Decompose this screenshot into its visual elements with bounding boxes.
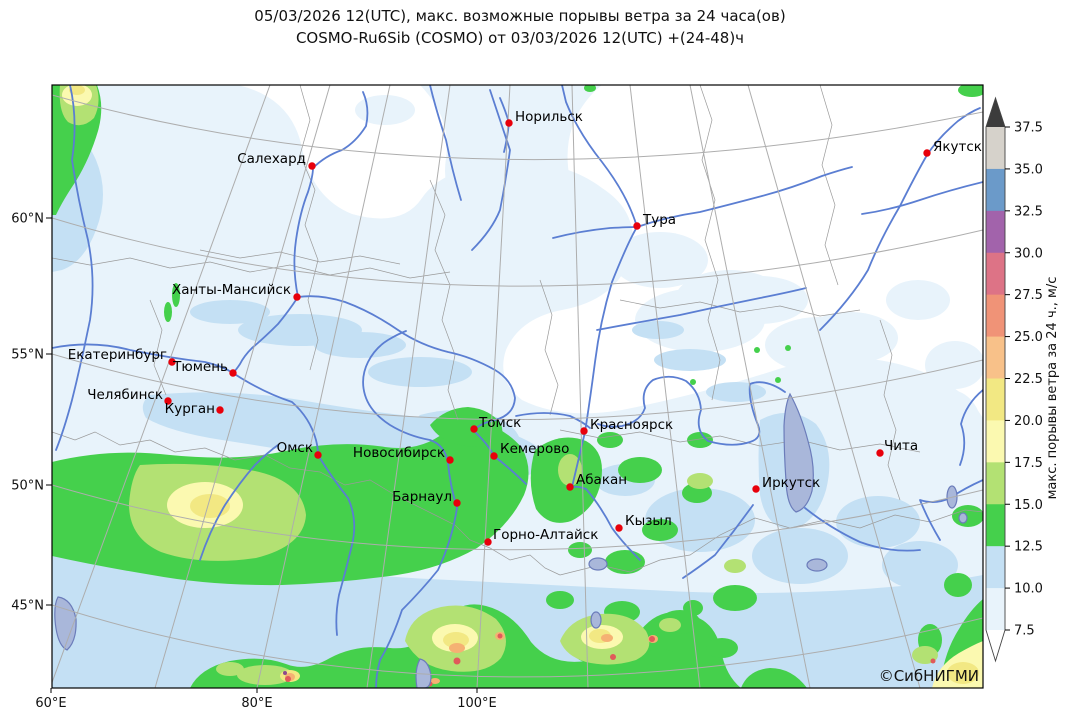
- colorbar-segment: [986, 378, 1005, 421]
- colorbar-segment: [986, 420, 1005, 463]
- colorbar-tick-label: 12.5: [1014, 540, 1043, 555]
- city-markers: Норильск Салехард Якутск Тура Ханты-Мансийск…: [68, 109, 982, 546]
- x-tick-label: 80°E: [241, 696, 272, 711]
- y-tick-label: 55°N: [11, 348, 44, 363]
- colorbar-axis-label: макс. порывы ветра за 24 ч., м/с: [1045, 277, 1060, 500]
- colorbar-segment: [986, 336, 1005, 379]
- colorbar-segment: [986, 462, 1005, 505]
- city-dot: [229, 369, 237, 377]
- map-frame: [51, 84, 984, 689]
- colorbar-tick-label: 10.0: [1014, 582, 1043, 597]
- colorbar-tick-label: 25.0: [1014, 330, 1043, 345]
- colorbar-segment: [986, 546, 1005, 589]
- colorbar-tick-label: 7.5: [1014, 624, 1035, 639]
- city-dot: [505, 119, 513, 127]
- colorbar-segment: [986, 504, 1005, 547]
- city-dot: [168, 358, 176, 366]
- y-axis-ticks: 60°N 55°N 50°N 45°N: [11, 212, 52, 614]
- city-label: Абакан: [576, 472, 627, 488]
- city-dot: [923, 149, 931, 157]
- x-tick-label: 60°E: [35, 696, 66, 711]
- colorbar-segment: [986, 294, 1005, 338]
- colorbar-over-arrow: [986, 98, 1005, 127]
- colorbar-segment: [986, 210, 1005, 254]
- colorbar-tick-label: 27.5: [1014, 288, 1043, 303]
- x-axis-ticks: 60°E 80°E 100°E: [35, 688, 497, 711]
- title-line-2: COSMO-Ru6Sib (COSMO) от 03/03/2026 12(UT…: [296, 29, 744, 47]
- colorbar-tick-label: 17.5: [1014, 456, 1043, 471]
- colorbar-tick-label: 32.5: [1014, 204, 1043, 219]
- city-label: Томск: [478, 415, 521, 431]
- city-dot: [446, 456, 454, 464]
- city-label: Омск: [277, 440, 313, 456]
- city-dot: [490, 452, 498, 460]
- city-label: Салехард: [237, 151, 306, 167]
- y-tick-label: 45°N: [11, 599, 44, 614]
- x-tick-label: 100°E: [457, 696, 497, 711]
- colorbar-tick-label: 30.0: [1014, 246, 1043, 261]
- field-level-30: [283, 671, 287, 675]
- colorbar-segment: [986, 588, 1005, 631]
- city-dot: [484, 538, 492, 546]
- city-label: Барнаул: [392, 489, 452, 505]
- field-level-27.5: [285, 633, 936, 687]
- city-dot: [615, 524, 623, 532]
- city-label: Челябинск: [87, 387, 163, 403]
- city-label: Кемерово: [500, 441, 569, 457]
- wind-field: ©СибНИГМИ: [52, 85, 983, 688]
- city-label: Ханты-Мансийск: [172, 282, 291, 298]
- city-label: Чита: [884, 438, 918, 454]
- city-dot: [308, 162, 316, 170]
- colorbar-under-arrow: [986, 630, 1005, 661]
- city-dot: [216, 406, 224, 414]
- graticule: [52, 85, 983, 688]
- colorbar-tick-label: 35.0: [1014, 162, 1043, 177]
- city-label: Тура: [642, 212, 676, 228]
- city-label: Новосибирск: [353, 445, 445, 461]
- colorbar-tick-label: 37.5: [1014, 121, 1043, 136]
- city-dot: [164, 397, 172, 405]
- city-label: Горно-Алтайск: [493, 527, 598, 543]
- y-tick-label: 60°N: [11, 212, 44, 227]
- city-dot: [293, 293, 301, 301]
- lake-baikal: [783, 392, 814, 513]
- colorbar-tick-label: 22.5: [1014, 372, 1043, 387]
- city-label: Норильск: [515, 109, 583, 125]
- lakes: [54, 392, 968, 688]
- city-dot: [453, 499, 461, 507]
- city-label: Екатеринбург: [68, 347, 167, 363]
- colorbar-tick-label: 20.0: [1014, 414, 1043, 429]
- city-label: Курган: [165, 401, 215, 417]
- city-dot: [314, 451, 322, 459]
- copyright-text: ©СибНИГМИ: [879, 667, 979, 685]
- colorbar-tick-label: 15.0: [1014, 498, 1043, 513]
- city-dot: [580, 427, 588, 435]
- city-label: Кызыл: [625, 513, 672, 529]
- city-dot: [470, 425, 478, 433]
- city-label: Якутск: [933, 139, 982, 155]
- city-label: Красноярск: [590, 417, 673, 433]
- title-line-1: 05/03/2026 12(UTC), макс. возможные поры…: [254, 7, 785, 25]
- y-tick-label: 50°N: [11, 479, 44, 494]
- city-dot: [752, 485, 760, 493]
- colorbar-segment: [986, 252, 1005, 296]
- colorbar-segment: [986, 168, 1005, 212]
- city-dot: [633, 222, 641, 230]
- city-label: Иркутск: [762, 475, 820, 491]
- colorbar: 37.5 35.0 32.5 30.0 27.5 25.0 22.5 20.0 17.5 15.0…: [985, 96, 1043, 663]
- colorbar-segment: [986, 127, 1005, 170]
- city-dot: [876, 449, 884, 457]
- city-label: Тюмень: [172, 359, 228, 375]
- city-dot: [566, 483, 574, 491]
